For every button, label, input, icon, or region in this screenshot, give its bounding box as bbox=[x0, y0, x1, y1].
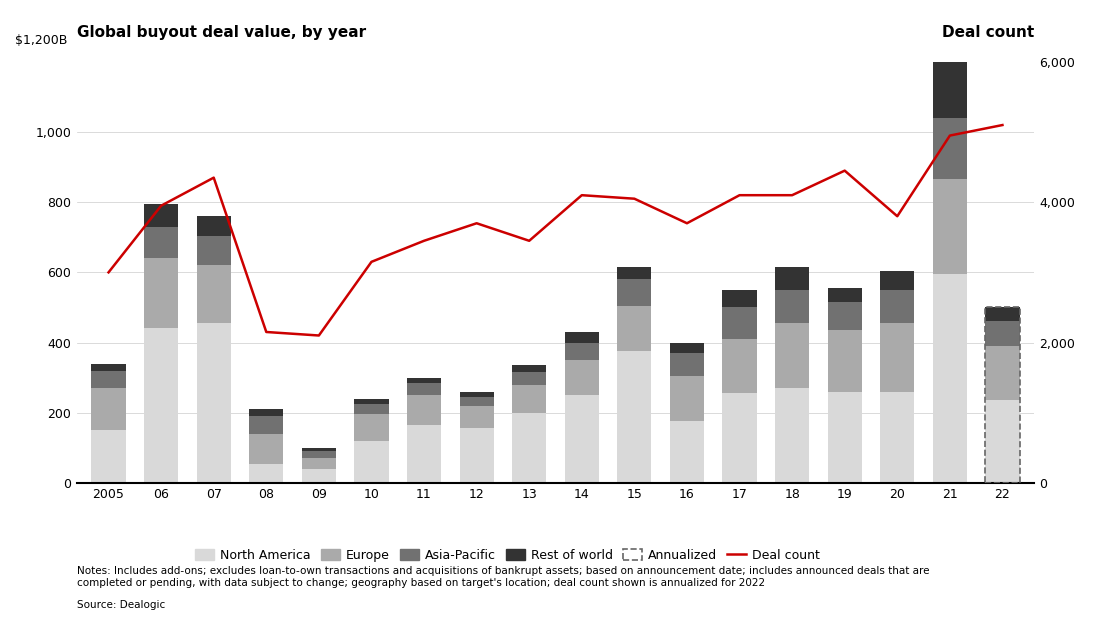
Bar bbox=[933, 180, 967, 274]
Bar bbox=[670, 376, 704, 422]
Bar bbox=[301, 448, 336, 451]
Bar bbox=[880, 323, 914, 392]
Bar bbox=[670, 342, 704, 353]
Bar bbox=[301, 469, 336, 483]
Bar bbox=[513, 372, 547, 384]
Bar bbox=[144, 227, 178, 258]
Bar bbox=[827, 288, 861, 302]
Bar bbox=[144, 204, 178, 227]
Bar bbox=[880, 271, 914, 290]
Bar bbox=[197, 235, 231, 266]
Bar bbox=[617, 267, 651, 279]
Bar bbox=[827, 302, 861, 330]
Bar bbox=[986, 308, 1020, 483]
Bar bbox=[776, 323, 810, 388]
Legend: North America, Europe, Asia-Pacific, Rest of world, Annualized, Deal count: North America, Europe, Asia-Pacific, Res… bbox=[190, 543, 825, 567]
Bar bbox=[513, 384, 547, 413]
Bar bbox=[301, 458, 336, 469]
Bar bbox=[407, 425, 441, 483]
Bar bbox=[144, 329, 178, 483]
Bar bbox=[827, 392, 861, 483]
Bar bbox=[91, 371, 125, 388]
Bar bbox=[723, 290, 757, 308]
Bar bbox=[407, 395, 441, 425]
Bar bbox=[723, 339, 757, 394]
Bar bbox=[776, 290, 810, 323]
Bar bbox=[301, 451, 336, 458]
Bar bbox=[197, 216, 231, 235]
Bar bbox=[617, 351, 651, 483]
Bar bbox=[880, 392, 914, 483]
Bar bbox=[776, 388, 810, 483]
Bar bbox=[617, 306, 651, 351]
Bar bbox=[250, 434, 284, 464]
Bar bbox=[460, 405, 494, 428]
Bar bbox=[354, 404, 388, 415]
Bar bbox=[91, 388, 125, 430]
Bar bbox=[986, 308, 1020, 321]
Bar bbox=[670, 353, 704, 376]
Bar bbox=[564, 332, 598, 342]
Bar bbox=[986, 321, 1020, 346]
Bar bbox=[564, 360, 598, 395]
Bar bbox=[617, 279, 651, 306]
Bar bbox=[354, 399, 388, 404]
Bar bbox=[354, 441, 388, 483]
Bar bbox=[933, 118, 967, 180]
Bar bbox=[250, 416, 284, 434]
Text: Global buyout deal value, by year: Global buyout deal value, by year bbox=[77, 25, 366, 40]
Text: Deal count: Deal count bbox=[942, 25, 1034, 40]
Bar bbox=[564, 395, 598, 483]
Bar bbox=[933, 60, 967, 118]
Text: Source: Dealogic: Source: Dealogic bbox=[77, 600, 165, 610]
Bar bbox=[460, 397, 494, 405]
Bar bbox=[933, 274, 967, 483]
Bar bbox=[197, 266, 231, 323]
Bar bbox=[564, 342, 598, 360]
Bar bbox=[460, 428, 494, 483]
Bar bbox=[250, 409, 284, 416]
Bar bbox=[827, 330, 861, 392]
Bar bbox=[723, 394, 757, 483]
Bar bbox=[407, 378, 441, 383]
Bar bbox=[407, 383, 441, 395]
Text: Notes: Includes add-ons; excludes loan-to-own transactions and acquisitions of b: Notes: Includes add-ons; excludes loan-t… bbox=[77, 566, 929, 588]
Bar bbox=[250, 464, 284, 483]
Bar bbox=[91, 430, 125, 483]
Bar bbox=[513, 365, 547, 372]
Bar bbox=[460, 392, 494, 397]
Bar bbox=[986, 400, 1020, 483]
Bar bbox=[670, 422, 704, 483]
Bar bbox=[144, 258, 178, 329]
Bar bbox=[776, 267, 810, 290]
Bar bbox=[354, 415, 388, 441]
Bar bbox=[513, 413, 547, 483]
Bar bbox=[986, 346, 1020, 400]
Text: $1,200B: $1,200B bbox=[14, 34, 67, 47]
Bar bbox=[197, 323, 231, 483]
Bar bbox=[723, 308, 757, 339]
Bar bbox=[880, 290, 914, 323]
Bar bbox=[91, 363, 125, 371]
